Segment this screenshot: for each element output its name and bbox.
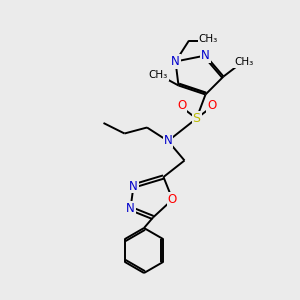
- Text: N: N: [164, 134, 172, 148]
- Text: N: N: [126, 202, 135, 215]
- Text: N: N: [129, 179, 138, 193]
- Text: N: N: [171, 55, 180, 68]
- Text: O: O: [177, 99, 186, 112]
- Text: O: O: [207, 99, 216, 112]
- Text: N: N: [201, 49, 210, 62]
- Text: CH₃: CH₃: [149, 70, 168, 80]
- Text: O: O: [168, 193, 177, 206]
- Text: S: S: [193, 112, 200, 125]
- Text: CH₃: CH₃: [199, 34, 218, 44]
- Text: CH₃: CH₃: [234, 57, 253, 68]
